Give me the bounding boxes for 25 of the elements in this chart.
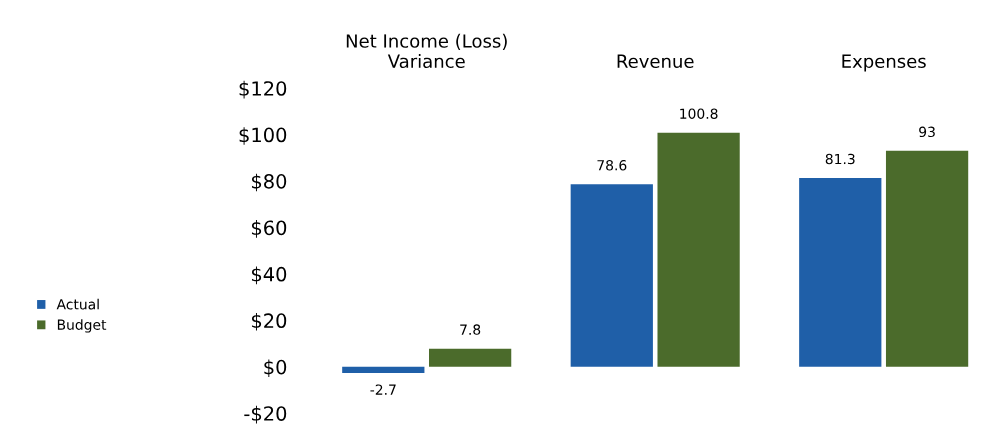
x-tick-label: Expenses [842,54,926,72]
data-label: 81.3 [825,153,855,165]
legend-label: Budget [57,319,107,333]
x-tick-label: Net Income (Loss) Variance [346,33,507,69]
bar [342,366,425,374]
y-tick-label: $40 [251,266,287,285]
bar [799,178,882,367]
bar [885,150,969,367]
y-tick-label: -$20 [244,405,287,424]
y-tick-label: $20 [251,312,287,331]
legend-label: Actual [56,298,99,310]
data-label: 78.6 [597,159,627,171]
data-label: 100.8 [680,108,718,119]
data-label: -2.7 [370,384,396,395]
y-tick-label: $0 [264,359,287,378]
bar [429,348,512,367]
y-tick-label: $60 [251,220,287,238]
bar [657,132,740,367]
bar [570,184,653,367]
data-label: 7.8 [460,324,481,335]
y-tick-label: $80 [251,173,287,192]
data-label: 93 [919,126,935,138]
x-tick-label: Revenue [617,54,694,69]
y-tick-label: $100 [239,127,287,145]
y-tick-label: $120 [239,80,287,99]
